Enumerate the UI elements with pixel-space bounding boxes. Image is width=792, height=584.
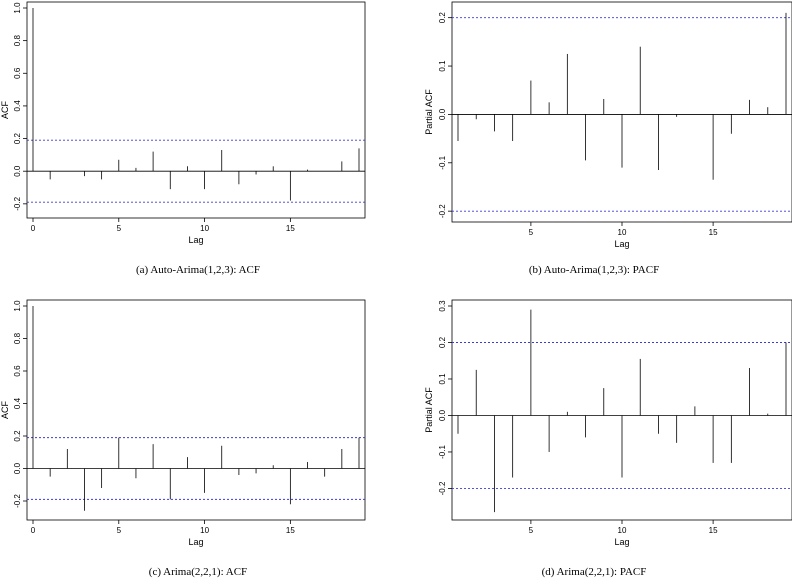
- y-axis-label: ACF: [0, 100, 10, 119]
- y-tick-label: 0.4: [13, 100, 22, 112]
- x-tick-label: 5: [117, 526, 122, 535]
- x-tick-label: 5: [529, 228, 534, 237]
- x-tick-label: 15: [709, 228, 718, 237]
- y-tick-label: 0.0: [438, 409, 447, 421]
- acf-chart-c: 0 5 10 15 -0.2 0.0 0.2 0.4 0.6 0.8 1.0 Lag ACF: [0, 299, 366, 547]
- y-tick-label: 0.0: [13, 462, 22, 474]
- y-tick-label: 0.2: [13, 430, 22, 442]
- chart-panel-b: 5 10 15 -0.2 -0.1 0.0 0.1 0.2 Lag Partial ACF: [396, 0, 792, 260]
- x-tick-label: 10: [200, 526, 209, 535]
- x-axis-label: Lag: [188, 537, 203, 547]
- y-tick-label: 0.6: [13, 365, 22, 377]
- y-tick-label: 0.2: [438, 336, 447, 348]
- plot-frame: [451, 1, 792, 223]
- y-tick-label: -0.2: [438, 204, 447, 218]
- y-tick-label: 0.0: [13, 165, 22, 177]
- x-tick-label: 10: [200, 224, 209, 233]
- y-axis-label: Partial ACF: [424, 89, 434, 135]
- y-tick-label: -0.2: [438, 481, 447, 495]
- acf-chart-a: 0 5 10 15 -0.2 0.0 0.2 0.4 0.6 0.8 1.0 Lag ACF: [0, 1, 366, 245]
- y-tick-label: -0.1: [438, 155, 447, 169]
- x-tick-label: 0: [31, 526, 36, 535]
- y-tick-label: 0.0: [438, 108, 447, 120]
- pacf-chart-b: 5 10 15 -0.2 -0.1 0.0 0.1 0.2 Lag Partial ACF: [424, 1, 792, 249]
- y-tick-label: 0.2: [438, 12, 447, 24]
- y-tick-label: 0.4: [13, 397, 22, 409]
- x-tick-label: 15: [286, 224, 295, 233]
- y-tick-label: -0.2: [13, 494, 22, 508]
- y-tick-label: 1.0: [13, 300, 22, 312]
- chart-panel-a: 0 5 10 15 -0.2 0.0 0.2 0.4 0.6 0.8 1.0 Lag ACF: [0, 0, 396, 260]
- plot-frame: [26, 299, 366, 521]
- x-tick-label: 15: [709, 526, 718, 535]
- x-axis-label: Lag: [614, 239, 629, 249]
- chart-panel-d: 5 10 15 -0.2 -0.1 0.0 0.1 0.2 0.3 Lag Partial ACF: [396, 298, 792, 558]
- caption-b: (b) Auto-Arima(1,2,3): PACF: [528, 264, 660, 276]
- y-tick-label: 0.1: [438, 60, 447, 72]
- y-axis-label: ACF: [0, 400, 10, 419]
- plot-frame: [451, 299, 792, 521]
- y-tick-label: 1.0: [13, 2, 22, 14]
- y-tick-label: 0.3: [438, 300, 447, 312]
- chart-panel-c: 0 5 10 15 -0.2 0.0 0.2 0.4 0.6 0.8 1.0 Lag ACF: [0, 298, 396, 558]
- x-tick-label: 10: [618, 526, 627, 535]
- x-tick-label: 5: [117, 224, 122, 233]
- caption-a: (a) Auto-Arima(1,2,3): ACF: [135, 264, 261, 276]
- y-tick-label: 0.2: [13, 132, 22, 144]
- y-tick-label: 0.1: [438, 373, 447, 385]
- y-tick-label: 0.8: [13, 35, 22, 47]
- caption-d: (d) Arima(2,2,1): PACF: [541, 566, 647, 578]
- x-tick-label: 0: [31, 224, 36, 233]
- plot-frame: [26, 1, 366, 219]
- caption-c: (c) Arima(2,2,1): ACF: [148, 566, 248, 578]
- y-tick-label: -0.1: [438, 445, 447, 459]
- y-axis-label: Partial ACF: [424, 387, 434, 433]
- y-tick-label: -0.2: [13, 196, 22, 210]
- x-axis-label: Lag: [188, 235, 203, 245]
- pacf-chart-d: 5 10 15 -0.2 -0.1 0.0 0.1 0.2 0.3 Lag Partial ACF: [424, 299, 792, 547]
- x-tick-label: 5: [529, 526, 534, 535]
- x-tick-label: 10: [618, 228, 627, 237]
- y-tick-label: 0.6: [13, 67, 22, 79]
- x-axis-label: Lag: [614, 537, 629, 547]
- y-tick-label: 0.8: [13, 332, 22, 344]
- x-tick-label: 15: [286, 526, 295, 535]
